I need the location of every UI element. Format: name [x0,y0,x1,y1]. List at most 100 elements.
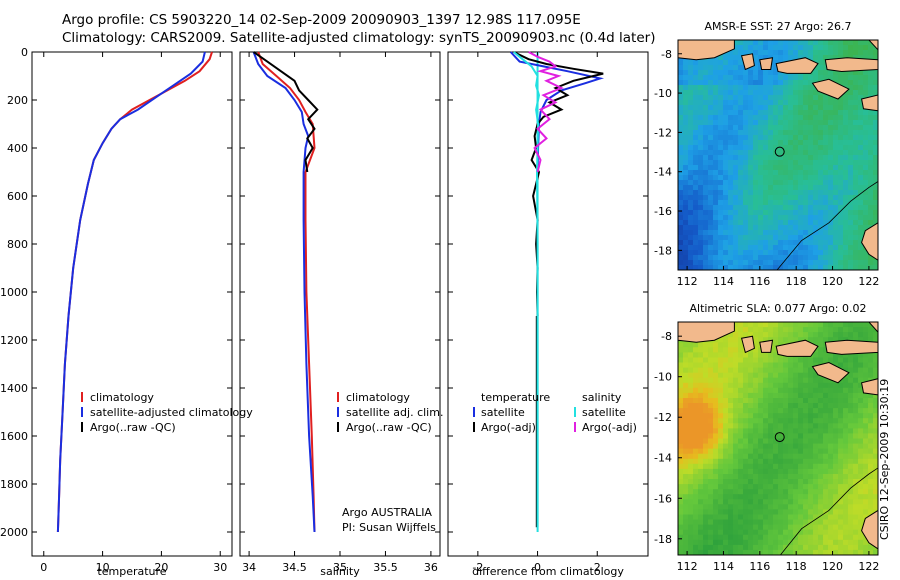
salinity-frame [239,51,441,557]
land-island [678,322,735,343]
difference-frame [447,51,649,557]
sla-map-frame [677,321,879,556]
map-x-tick-label: 116 [749,560,770,573]
annotation-line: PI: Susan Wijffels [342,521,436,534]
x-axis-label: salinity [320,565,360,578]
map-y-tick-label: -10 [654,371,672,384]
map-x-tick-label: 120 [822,275,843,288]
eez-boundary [776,181,878,270]
x-tick-label: -2 [472,561,483,574]
legend-label: satellite-adjusted climatology [90,406,253,419]
map-y-tick-label: -14 [654,452,672,465]
x-tick-label: 10 [96,561,110,574]
land-island [678,40,735,61]
map-x-tick-label: 116 [749,275,770,288]
eez-boundary [779,467,878,555]
sla-map-title: Altimetric SLA: 0.077 Argo: 0.02 [689,302,866,315]
y-tick-label: 200 [7,94,28,107]
legend-label: Argo(-adj) [481,421,536,434]
legend-label: satellite [481,406,525,419]
land-island [740,335,755,354]
legend-label: satellite [582,406,626,419]
x-tick-label: 0 [534,561,541,574]
legend-label: Argo(..raw -QC) [90,421,176,434]
land-island [861,94,878,112]
map-y-tick-label: -12 [654,126,672,139]
land-island [824,339,878,355]
y-tick-label: 2000 [0,526,28,539]
map-y-tick-label: -18 [654,244,672,257]
map-x-tick-label: 122 [858,275,879,288]
x-tick-label: 30 [213,561,227,574]
legend-label: satellite adj. clim. [346,406,443,419]
legend-label: climatology [346,391,410,404]
y-tick-label: 1800 [0,478,28,491]
annotation-line: Argo AUSTRALIA [342,506,432,519]
land-australia [861,509,878,550]
land-australia [861,222,878,261]
x-tick-label: 34 [242,561,256,574]
x-tick-label: 35.5 [373,561,398,574]
map-y-tick-label: -8 [661,330,672,343]
legend-label: salinity [582,391,622,404]
sst-map-frame [677,39,879,271]
series-salinity-satellite [513,51,541,532]
series-satellite-adj-clim- [252,51,316,533]
legend-label: Argo(-adj) [582,421,637,434]
salinity-panel: 34 34.5 35 35.5 36 salinity climatology satelli… [239,51,443,578]
map-x-tick-label: 112 [677,275,698,288]
sla-map: Altimetric SLA: 0.077 Argo: 0.02 112 114 11… [654,302,879,573]
legend-label: climatology [90,391,154,404]
map-y-tick-label: -14 [654,166,672,179]
x-tick-label: 34.5 [282,561,307,574]
temperature-panel: 0 10 20 30 temperature 0 200 400 600 800 1000 1200 1… [0,46,253,578]
x-tick-label: 35 [333,561,347,574]
map-y-tick-label: -16 [654,205,672,218]
series-argo-raw-qc- [253,51,319,173]
land-island [868,40,878,51]
y-tick-label: 400 [7,142,28,155]
map-x-tick-label: 114 [713,275,734,288]
map-x-tick-label: 118 [786,560,807,573]
land-island [811,78,850,100]
x-tick-label: 36 [424,561,438,574]
map-y-tick-label: -18 [654,533,672,546]
map-y-tick-label: -16 [654,492,672,505]
land-island [759,57,774,70]
x-tick-label: 0 [40,561,47,574]
y-tick-label: 1200 [0,334,28,347]
legend-label: temperature [481,391,550,404]
land-island [868,322,878,333]
land-island [811,361,850,384]
y-tick-label: 1400 [0,382,28,395]
series-satellite-adjusted-climatology [56,51,206,533]
map-y-tick-label: -12 [654,411,672,424]
map-y-tick-label: -8 [661,48,672,61]
sst-map: AMSR-E SST: 27 Argo: 26.7 112 114 116 118 120… [654,20,879,288]
legend-label: Argo(..raw -QC) [346,421,432,434]
land-island [775,339,819,357]
temperature-frame [31,51,233,557]
land-island [740,53,755,71]
land-island [759,339,774,353]
y-tick-label: 800 [7,238,28,251]
figure-title-line1: Argo profile: CS 5903220_14 02-Sep-2009 … [62,12,581,28]
series-salinity-argo-adj- [528,51,564,173]
map-y-tick-label: -10 [654,87,672,100]
argo-float-marker [774,432,785,443]
figure-title-line2: Climatology: CARS2009. Satellite-adjuste… [62,30,656,46]
y-tick-label: 0 [21,46,28,59]
map-x-tick-label: 114 [713,560,734,573]
x-tick-label: 2 [594,561,601,574]
x-tick-label: 20 [154,561,168,574]
series-climatology [257,51,316,533]
land-island [824,57,878,73]
sst-map-field [678,40,878,270]
x-axis-label: temperature [97,565,166,578]
map-x-tick-label: 112 [677,560,698,573]
sla-map-field [678,322,878,555]
y-tick-label: 600 [7,190,28,203]
series-climatology [56,51,213,533]
